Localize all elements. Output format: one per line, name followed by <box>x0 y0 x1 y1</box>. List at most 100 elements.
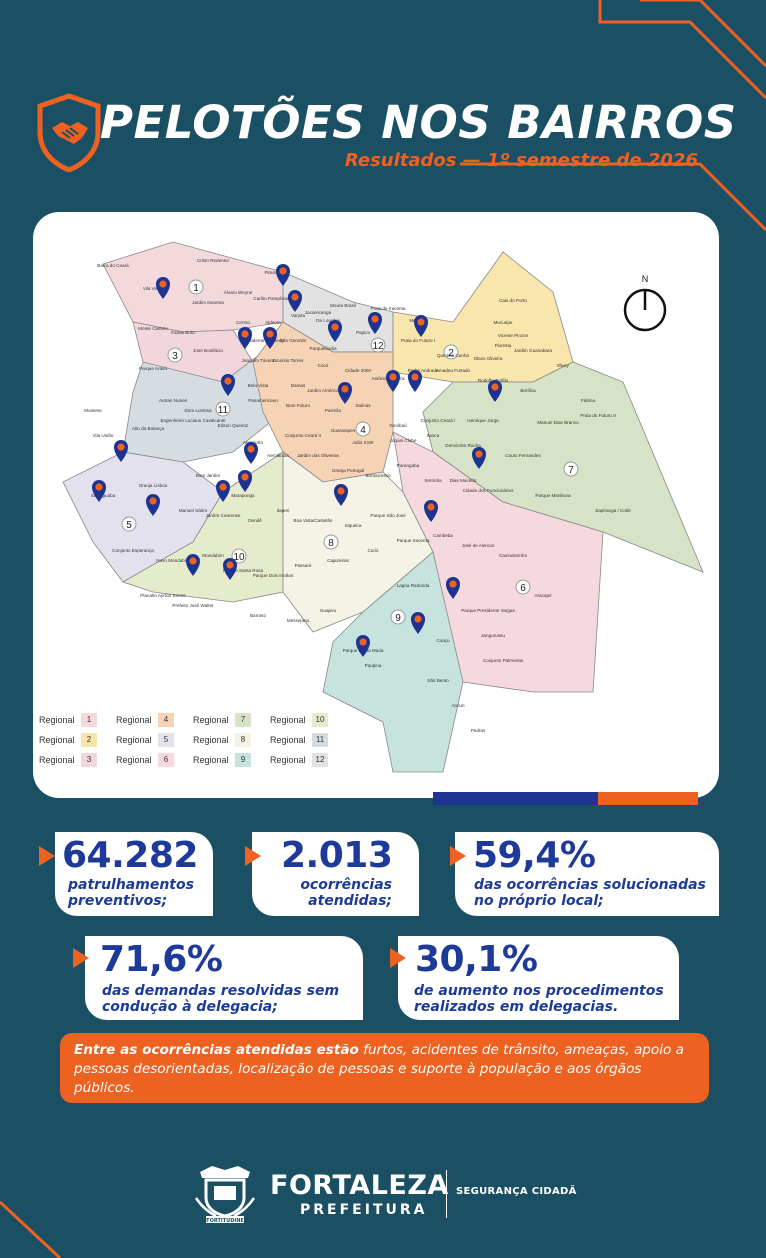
legend-swatch: 9 <box>235 753 251 767</box>
neighborhood-label: Benfica <box>520 388 536 393</box>
regional-number-11: 11 <box>215 401 231 417</box>
location-pin-icon <box>386 370 400 392</box>
neighborhood-label: João XXIII <box>352 440 373 445</box>
footer-divider <box>446 1170 447 1218</box>
legend-swatch: 11 <box>312 733 328 747</box>
neighborhood-label: Parquelândia <box>309 346 337 351</box>
legend-item-regional-7: Regional 7 <box>193 712 270 728</box>
location-pin-icon <box>338 382 352 404</box>
arrow-icon <box>390 948 406 968</box>
legend-label: Regional <box>39 735 75 745</box>
location-pin-icon <box>276 264 290 286</box>
neighborhood-label: José de Alencar <box>462 543 495 548</box>
regional-number-3: 3 <box>167 347 183 363</box>
region-9 <box>322 551 464 773</box>
location-pin-icon <box>446 577 460 599</box>
neighborhood-label: Manoel Sátiro <box>179 508 208 513</box>
stat-label: de aumento nos procedimentos realizados … <box>414 983 664 1015</box>
stat-label: das demandas resolvidas sem condução à d… <box>102 983 340 1015</box>
legend-label: Regional <box>270 715 306 725</box>
stat-card-patrulhamentos <box>55 832 213 916</box>
neighborhood-label: Olavo Oliveira <box>474 356 503 361</box>
legend-swatch: 3 <box>81 753 97 767</box>
regional-number-6: 6 <box>515 579 531 595</box>
neighborhood-label: Genibaú <box>389 423 407 428</box>
map-legend: Regional 1 Regional 4 Regional 7 Regional 10 Reg… <box>39 712 347 768</box>
regional-number-2: 2 <box>443 344 459 360</box>
location-pin-icon <box>368 312 382 334</box>
neighborhood-label: Farias Brito <box>171 330 195 335</box>
footer-prefeitura: PREFEITURA <box>300 1202 428 1218</box>
svg-text:9: 9 <box>395 613 401 624</box>
north-label: N <box>642 274 649 284</box>
accent-bar-orange <box>598 792 698 805</box>
neighborhood-label: Jóquei Clube <box>390 438 417 443</box>
location-pin-icon <box>223 558 237 580</box>
neighborhood-label: Granja Lisboa <box>139 483 168 488</box>
svg-text:8: 8 <box>328 538 334 549</box>
svg-text:10: 10 <box>233 552 245 563</box>
neighborhood-label: Bom Futuro <box>286 403 310 408</box>
neighborhood-label: Aerolândia <box>267 453 289 458</box>
legend-label: Regional <box>193 735 229 745</box>
legend-item-regional-4: Regional 4 <box>116 712 193 728</box>
arrow-icon <box>73 948 89 968</box>
neighborhood-label: Dom Lustosa <box>184 408 212 413</box>
neighborhood-label: Demócrito Rocha <box>445 443 481 448</box>
location-pin-icon <box>216 480 230 502</box>
regional-number-12: 12 <box>370 337 386 353</box>
neighborhood-label: São Bento <box>427 678 449 683</box>
neighborhood-label: Álvaro Weyne <box>224 289 253 295</box>
neighborhood-label: Mucuripe <box>494 320 513 325</box>
svg-text:5: 5 <box>126 520 132 531</box>
location-pin-icon <box>356 635 370 657</box>
neighborhood-label: Alto da Balança <box>132 426 165 431</box>
neighborhood-label: Jardim das Oliveiras <box>297 453 339 458</box>
legend-swatch: 1 <box>81 713 97 727</box>
neighborhood-label: Amadeu Furtado <box>436 368 471 373</box>
location-pin-icon <box>114 440 128 462</box>
footer-city-name: FORTALEZA <box>270 1170 449 1201</box>
stat-value: 2.013 <box>281 835 393 876</box>
svg-text:7: 7 <box>568 465 574 476</box>
neighborhood-label: Cocó <box>318 363 329 368</box>
neighborhood-label: Panamericano <box>248 398 278 403</box>
neighborhood-label: Itaoca <box>427 433 440 438</box>
neighborhood-label: Cidade dos Funcionários <box>463 488 515 493</box>
neighborhood-label: Praia do Futuro I <box>401 338 435 343</box>
neighborhood-label: Parque Dois Irmãos <box>253 573 294 578</box>
neighborhood-label: Prefeito José Walter <box>172 603 214 608</box>
neighborhood-label: Praia de Iracema <box>371 306 406 311</box>
neighborhood-label: Moura Brasil <box>330 303 356 308</box>
neighborhood-label: Carlito Pamplona <box>253 296 289 301</box>
neighborhood-label: Curió <box>368 548 379 553</box>
neighborhood-label: Jardim Cearense <box>206 513 241 518</box>
legend-item-regional-9: Regional 9 <box>193 752 270 768</box>
legend-swatch: 8 <box>235 733 251 747</box>
neighborhood-label: Parque São José <box>370 513 406 518</box>
neighborhood-label: Boa Vista/Castelão <box>294 518 333 523</box>
neighborhood-label: Parque Araxá <box>139 366 167 371</box>
legend-item-regional-2: Regional 2 <box>39 732 116 748</box>
stat-card-ocorrencias <box>252 832 419 916</box>
svg-text:1: 1 <box>193 283 199 294</box>
neighborhood-label: Bonsucesso <box>365 473 390 478</box>
neighborhood-label: Papicu <box>356 330 370 335</box>
neighborhood-label: Parque Iracema <box>397 538 430 543</box>
neighborhood-label: Ancuri <box>451 703 464 708</box>
neighborhood-label: Quintino Cunha <box>437 353 469 358</box>
neighborhood-label: Cajazeiras <box>327 558 349 563</box>
neighborhood-label: Jardim América <box>307 388 339 393</box>
neighborhood-label: Fátima <box>581 398 595 403</box>
svg-text:2: 2 <box>448 348 454 359</box>
neighborhood-label: Montese <box>84 408 102 413</box>
neighborhood-label: Jangurussu <box>481 633 505 638</box>
location-pin-icon <box>408 370 422 392</box>
neighborhood-label: Joaquim Távora <box>242 358 275 363</box>
legend-swatch: 4 <box>158 713 174 727</box>
neighborhood-label: Parreão <box>325 408 342 413</box>
neighborhood-label: Conjunto Ceará I <box>421 418 456 423</box>
regional-number-9: 9 <box>390 609 406 625</box>
neighborhood-label: Lagoa Redonda <box>397 583 430 588</box>
neighborhood-label: Autran Nunes <box>159 398 188 403</box>
